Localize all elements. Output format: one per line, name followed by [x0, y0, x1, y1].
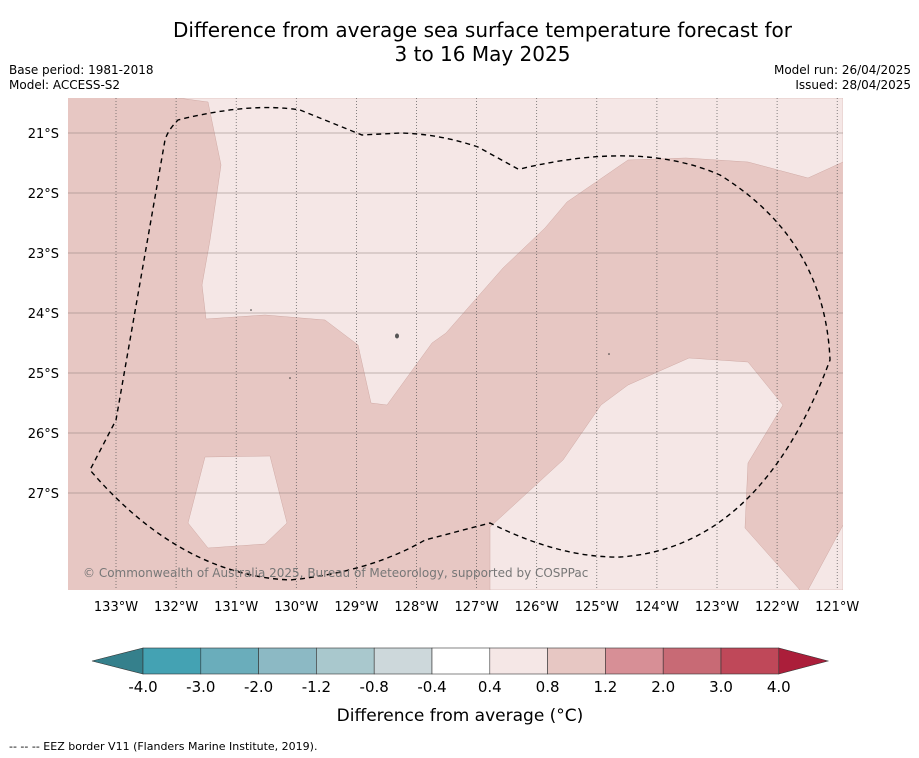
- latitude-label: 26°S: [28, 427, 59, 442]
- colorbar-cell: [720, 647, 780, 675]
- longitude-label: 124°W: [635, 600, 679, 615]
- latitude-label: 22°S: [28, 187, 59, 202]
- sst-anomaly-map: 21°S22°S23°S24°S25°S26°S27°S 133°W 132°W 1…: [28, 98, 860, 615]
- colorbar-extend-high: [778, 647, 830, 675]
- meta-left: Base period: 1981-2018 Model: ACCESS-S2: [9, 63, 154, 93]
- colorbar-cell: [489, 647, 548, 675]
- colorbar-tick-label: 1.2: [593, 678, 617, 696]
- graticule: [68, 98, 843, 590]
- title-line-2: 3 to 16 May 2025: [394, 42, 571, 66]
- base-period: Base period: 1981-2018: [9, 63, 154, 77]
- latitude-label: 27°S: [28, 487, 59, 502]
- colorbar-extend-low: [91, 647, 144, 675]
- latitude-label: 24°S: [28, 307, 59, 322]
- longitude-label: 133°W: [94, 600, 138, 615]
- longitude-label: 122°W: [755, 600, 799, 615]
- model-name: Model: ACCESS-S2: [9, 78, 121, 92]
- colorbar-tick-label: -0.4: [417, 678, 446, 696]
- colorbar-tick-label: -1.2: [302, 678, 331, 696]
- colorbar: -4.0 -3.0 -2.0 -1.2 -0.8 -0.4 0.4 0.8 1.2 2.0 3.0 4…: [91, 647, 830, 726]
- latitude-labels: 21°S 22°S 23°S 24°S 25°S 26°S 27°S: [28, 127, 59, 502]
- colorbar-cell: [547, 647, 606, 675]
- meta-right: Model run: 26/04/2025 Issued: 28/04/2025: [774, 63, 911, 93]
- anomaly-0.4-0.8-region-east: [807, 524, 843, 590]
- longitude-label: 125°W: [575, 600, 619, 615]
- anomaly-0.4-0.8-region-southwest: [187, 455, 288, 549]
- longitude-label: 128°W: [394, 600, 438, 615]
- island-speck: [395, 333, 399, 339]
- title-line-1: Difference from average sea surface temp…: [172, 18, 792, 42]
- latitude-label: 25°S: [28, 367, 59, 382]
- colorbar-tick-label: 4.0: [767, 678, 791, 696]
- colorbar-tick-label: -3.0: [186, 678, 215, 696]
- colorbar-cell: [316, 647, 375, 675]
- colorbar-cell: [142, 647, 202, 675]
- colorbar-tick-label: 2.0: [651, 678, 675, 696]
- island-speck: [608, 353, 610, 355]
- colorbar-title: Difference from average (°C): [337, 706, 584, 726]
- anomaly-0.4-0.8-region-southeast: [489, 357, 801, 590]
- longitude-label: 126°W: [515, 600, 559, 615]
- colorbar-tick-label: -0.8: [360, 678, 389, 696]
- eez-border: [89, 106, 831, 581]
- colorbar-cell: [258, 647, 317, 675]
- colorbar-tick-label: -4.0: [128, 678, 157, 696]
- colorbar-tick-label: -2.0: [244, 678, 273, 696]
- longitude-label: 131°W: [214, 600, 258, 615]
- colorbar-tick-label: 0.4: [478, 678, 502, 696]
- anomaly-0.4-0.8-region-north: [177, 98, 843, 406]
- longitude-label: 129°W: [334, 600, 378, 615]
- copyright-notice: © Commonwealth of Australia 2025, Bureau…: [83, 566, 588, 580]
- colorbar-tick-labels: -4.0 -3.0 -2.0 -1.2 -0.8 -0.4 0.4 0.8 1.2 2.0 3.0 4…: [128, 678, 790, 696]
- longitude-label: 121°W: [815, 600, 859, 615]
- longitude-label: 127°W: [455, 600, 499, 615]
- longitude-labels: 133°W 132°W 131°W 130°W 129°W 128°W 127°W 126°W…: [94, 600, 860, 615]
- island-speck: [289, 377, 291, 379]
- latitude-label: 23°S: [28, 247, 59, 262]
- colorbar-cell: [605, 647, 664, 675]
- colorbar-cell: [431, 647, 491, 675]
- colorbar-cell: [373, 647, 433, 675]
- longitude-label: 130°W: [274, 600, 318, 615]
- colorbar-tick-label: 0.8: [536, 678, 560, 696]
- colorbar-cell: [200, 647, 259, 675]
- island-speck: [250, 309, 252, 311]
- colorbar-tick-label: 3.0: [709, 678, 733, 696]
- longitude-label: 132°W: [154, 600, 198, 615]
- footnote: -- -- -- EEZ border V11 (Flanders Marine…: [9, 740, 318, 753]
- colorbar-cell: [662, 647, 722, 675]
- map-area: [68, 98, 843, 590]
- colorbar-cells: [91, 647, 830, 675]
- chart-title: Difference from average sea surface temp…: [0, 18, 919, 66]
- model-run: Model run: 26/04/2025: [773, 63, 911, 77]
- issued-date: Issued: 28/04/2025: [795, 78, 911, 92]
- longitude-label: 123°W: [695, 600, 739, 615]
- latitude-label: 21°S: [28, 127, 59, 142]
